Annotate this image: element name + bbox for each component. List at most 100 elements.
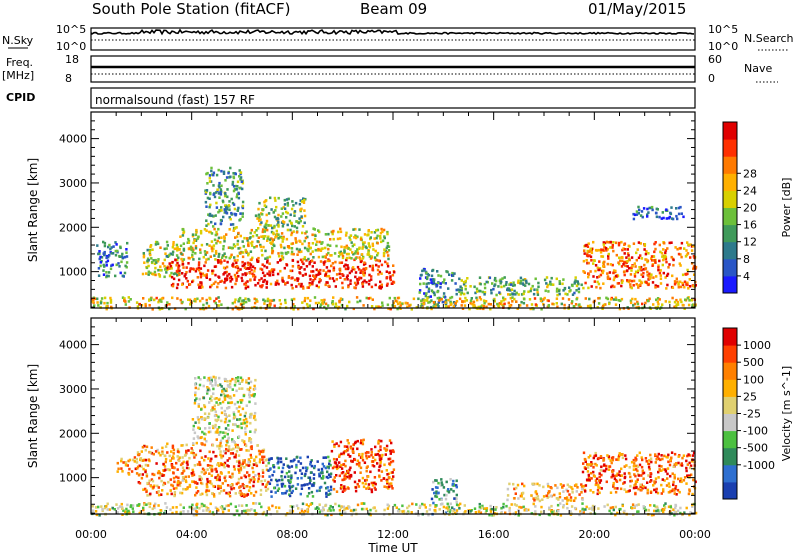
data-cell [324, 456, 328, 459]
data-cell [170, 483, 173, 487]
data-cell [241, 279, 244, 283]
data-cell [244, 281, 248, 285]
data-cell [593, 475, 596, 478]
data-cell [571, 293, 575, 296]
nave-label: Nave [744, 62, 772, 75]
data-cell [307, 244, 311, 248]
data-cell [163, 465, 167, 468]
data-cell [268, 482, 272, 485]
data-cell [622, 482, 625, 485]
data-cell [181, 466, 185, 470]
data-cell [125, 510, 129, 514]
data-cell [644, 267, 648, 270]
data-cell [369, 236, 372, 239]
data-cell [608, 465, 612, 468]
data-cell [277, 213, 280, 217]
data-cell [363, 233, 367, 236]
data-cell [199, 481, 203, 485]
data-cell [478, 296, 482, 299]
data-cell [377, 469, 381, 472]
data-cell [214, 376, 217, 379]
data-cell [534, 490, 538, 493]
data-cell [685, 466, 688, 470]
data-cell [330, 513, 333, 517]
data-cell [212, 244, 216, 247]
data-cell [229, 255, 232, 259]
data-cell [589, 489, 592, 492]
data-cell [305, 302, 309, 306]
data-cell [297, 507, 300, 510]
data-cell [291, 224, 294, 228]
data-cell [353, 480, 357, 484]
data-cell [665, 208, 668, 211]
data-cell [290, 465, 294, 468]
data-cell [612, 241, 615, 244]
data-cell [218, 464, 221, 468]
data-cell [556, 305, 559, 309]
data-cell [688, 474, 691, 477]
data-cell [675, 298, 678, 302]
data-cell [203, 417, 206, 420]
data-cell [637, 286, 640, 289]
data-cell [504, 297, 507, 301]
data-cell [225, 265, 229, 269]
data-cell [142, 255, 146, 259]
data-cell [236, 376, 240, 379]
data-cell [633, 462, 636, 465]
data-cell [657, 470, 660, 474]
data-cell [683, 285, 686, 289]
data-cell [166, 265, 170, 269]
data-cell [96, 301, 99, 304]
data-cell [345, 252, 349, 256]
data-cell [685, 482, 688, 485]
data-cell [606, 277, 610, 280]
data-cell [604, 303, 607, 306]
data-cell [229, 452, 233, 455]
data-cell [248, 473, 251, 477]
data-cell [606, 275, 610, 278]
data-cell [674, 487, 677, 491]
data-cell [237, 504, 241, 507]
data-cell [609, 459, 612, 462]
data-cell [319, 248, 322, 252]
data-cell [268, 475, 271, 478]
data-cell [272, 465, 276, 469]
data-cell [477, 510, 481, 513]
data-cell [594, 451, 597, 455]
colorbar-segment [723, 258, 737, 277]
data-cell [175, 286, 179, 290]
data-cell [389, 277, 392, 280]
cpid-label: CPID [6, 91, 35, 104]
data-cell [633, 262, 636, 265]
data-cell [369, 508, 372, 512]
data-cell [288, 485, 291, 488]
data-cell [668, 490, 672, 494]
data-cell [298, 217, 301, 220]
data-cell [313, 228, 316, 231]
data-cell [570, 505, 574, 508]
data-cell [431, 269, 434, 273]
data-cell [628, 258, 631, 262]
data-cell [173, 494, 176, 498]
data-cell [359, 441, 363, 445]
data-cell [646, 215, 649, 218]
data-cell [208, 510, 211, 513]
data-cell [209, 480, 212, 483]
data-cell [513, 297, 516, 301]
data-cell [198, 507, 201, 510]
data-cell [340, 513, 343, 517]
data-cell [250, 268, 253, 272]
data-cell [630, 269, 633, 272]
data-cell [309, 460, 312, 464]
data-cell [569, 496, 573, 499]
data-cell [220, 209, 223, 212]
noise-left-tick-bottom: 10^0 [56, 40, 86, 53]
data-cell [105, 274, 109, 278]
data-cell [358, 463, 361, 467]
data-cell [654, 453, 657, 456]
data-cell [293, 214, 296, 217]
data-cell [275, 234, 279, 238]
data-cell [609, 263, 612, 266]
data-cell [655, 275, 658, 278]
data-cell [273, 244, 276, 248]
